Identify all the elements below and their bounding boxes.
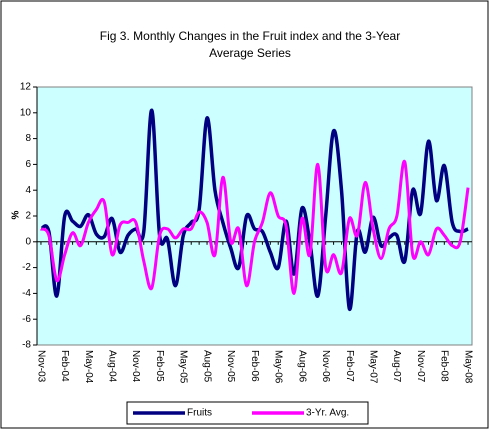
plot-area (36, 86, 473, 346)
y-tick-label: 2 (25, 211, 31, 222)
y-tick-label: 12 (20, 82, 32, 93)
x-tick-label: May-04 (83, 350, 94, 384)
legend-label: Fruits (187, 408, 212, 419)
y-tick-label: 0 (25, 236, 31, 247)
y-tick-label: 8 (25, 133, 31, 144)
x-tick-label: Feb-07 (344, 350, 355, 382)
x-tick-label: Nov-06 (320, 350, 331, 383)
legend-box (126, 401, 369, 425)
x-tick-label: Nov-07 (415, 350, 426, 383)
x-tick-label: Feb-08 (439, 350, 450, 382)
x-tick-label: Feb-05 (154, 350, 165, 382)
chart-title: Fig 3. Monthly Changes in the Fruit inde… (99, 29, 401, 60)
y-tick-label: 4 (25, 185, 31, 196)
x-tick-label: Nov-04 (130, 350, 141, 383)
x-tick-label: Feb-04 (59, 350, 70, 382)
y-tick-label: -4 (22, 288, 31, 299)
x-tick-label: May-05 (178, 350, 189, 384)
x-tick-label: Nov-05 (225, 350, 236, 383)
x-tick-label: May-06 (273, 350, 284, 384)
x-tick-label: May-07 (367, 350, 378, 384)
x-tick-label: Aug-04 (106, 350, 117, 383)
y-tick-label: -8 (22, 340, 31, 351)
y-tick-label: 10 (20, 107, 32, 118)
series-line (40, 160, 470, 295)
x-tick-label: Feb-06 (249, 350, 260, 382)
x-tick-label: Aug-06 (296, 350, 307, 383)
y-tick-label: -2 (22, 262, 31, 273)
x-tick-label: Nov-03 (35, 350, 46, 383)
y-tick-label: 6 (25, 159, 31, 170)
series-line (39, 108, 469, 311)
legend-label: 3-Yr. Avg. (306, 408, 349, 419)
x-tick-label: Aug-05 (201, 350, 212, 383)
x-tick-label: May-08 (462, 350, 473, 384)
x-tick-label: Aug-07 (391, 350, 402, 383)
y-axis-label: % (11, 210, 22, 219)
y-tick-label: -6 (22, 314, 31, 325)
